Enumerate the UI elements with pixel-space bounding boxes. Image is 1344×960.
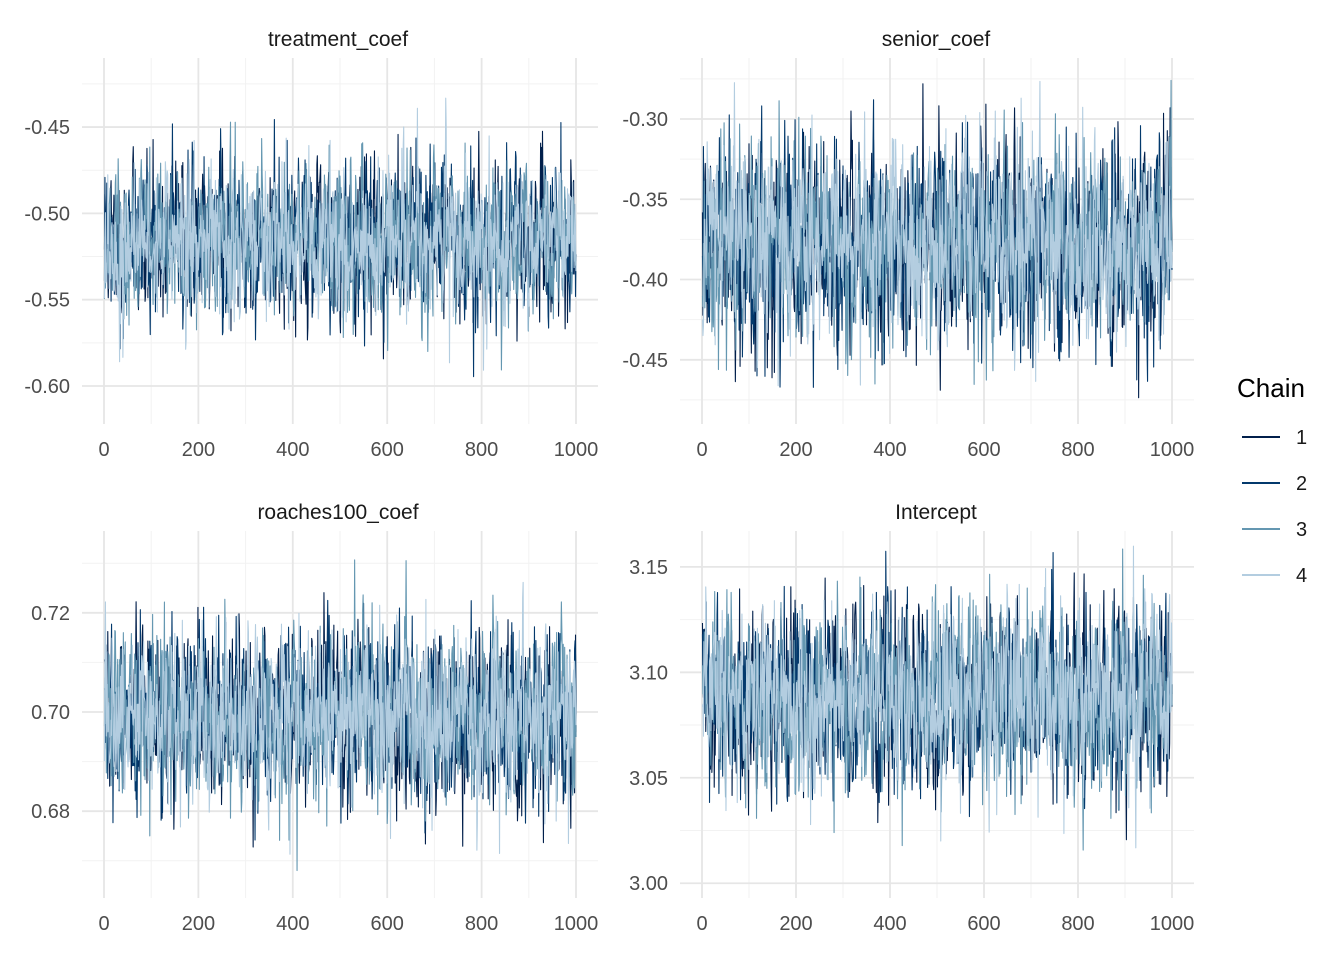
panel-title: treatment_coef [268, 28, 408, 51]
y-tick-label: 3.00 [629, 873, 668, 895]
x-tick-label: 600 [967, 913, 1000, 935]
legend-item: 1 [1242, 427, 1307, 449]
x-tick-label: 600 [967, 439, 1000, 461]
x-tick-label: 1000 [554, 913, 599, 935]
x-tick-label: 1000 [554, 439, 599, 461]
y-tick-label: -0.45 [622, 350, 668, 372]
y-tick-label: 0.68 [31, 801, 70, 823]
legend-item: 4 [1242, 565, 1307, 587]
x-tick-label: 200 [182, 439, 215, 461]
y-tick-label: -0.30 [622, 109, 668, 131]
x-tick-label: 1000 [1150, 913, 1195, 935]
legend-label: 2 [1296, 473, 1307, 495]
x-tick-label: 1000 [1150, 439, 1195, 461]
panel-title: Intercept [895, 501, 977, 524]
x-tick-label: 0 [98, 439, 109, 461]
chain-4-trace-line [701, 80, 1173, 387]
y-tick-label: -0.60 [24, 376, 70, 398]
y-tick-label: 0.72 [31, 603, 70, 625]
chain-4-trace-line [701, 545, 1173, 849]
x-tick-label: 800 [1061, 913, 1094, 935]
y-tick-label: -0.40 [622, 270, 668, 292]
x-tick-label: 400 [873, 913, 906, 935]
y-tick-label: 3.10 [629, 662, 668, 684]
x-tick-label: 400 [276, 439, 309, 461]
legend-item: 3 [1242, 519, 1307, 541]
panel-treatment-coef: treatment_coef 0 200 400 600 800 1000 -0.60 -0.… [24, 28, 598, 461]
legend-item: 2 [1242, 473, 1307, 495]
y-tick-label: -0.50 [24, 203, 70, 225]
x-tick-label: 200 [779, 439, 812, 461]
panel-intercept: Intercept 0 200 400 600 800 1000 3.00 3.05 3.10 3… [629, 501, 1194, 935]
x-tick-label: 800 [465, 913, 498, 935]
y-tick-label: 0.70 [31, 702, 70, 724]
legend-label: 3 [1296, 519, 1307, 541]
legend-title: Chain [1237, 373, 1305, 403]
panel-senior-coef: senior_coef 0 200 400 600 800 1000 -0.45 -0.40 -… [622, 28, 1194, 461]
y-tick-label: 3.05 [629, 768, 668, 790]
x-tick-label: 0 [696, 439, 707, 461]
legend-label: 4 [1296, 565, 1307, 587]
y-tick-label: -0.45 [24, 117, 70, 139]
x-tick-label: 200 [182, 913, 215, 935]
panel-title: roaches100_coef [257, 501, 418, 524]
y-tick-label: -0.35 [622, 189, 668, 211]
x-tick-label: 600 [371, 913, 404, 935]
panel-roaches100-coef: roaches100_coef 0 200 400 600 800 1000 0.68 0.7… [31, 501, 598, 935]
legend: Chain 1 2 3 4 [1237, 373, 1307, 587]
x-tick-label: 400 [276, 913, 309, 935]
y-tick-label: 3.15 [629, 557, 668, 579]
x-tick-label: 400 [873, 439, 906, 461]
x-tick-label: 600 [371, 439, 404, 461]
x-tick-label: 200 [779, 913, 812, 935]
x-tick-label: 800 [465, 439, 498, 461]
chain-4-trace-line [103, 97, 577, 371]
x-tick-label: 0 [98, 913, 109, 935]
x-tick-label: 800 [1061, 439, 1094, 461]
x-tick-label: 0 [696, 913, 707, 935]
chain-4-trace-line [103, 581, 577, 855]
y-tick-label: -0.55 [24, 290, 70, 312]
legend-label: 1 [1296, 427, 1307, 449]
panel-title: senior_coef [882, 28, 991, 51]
